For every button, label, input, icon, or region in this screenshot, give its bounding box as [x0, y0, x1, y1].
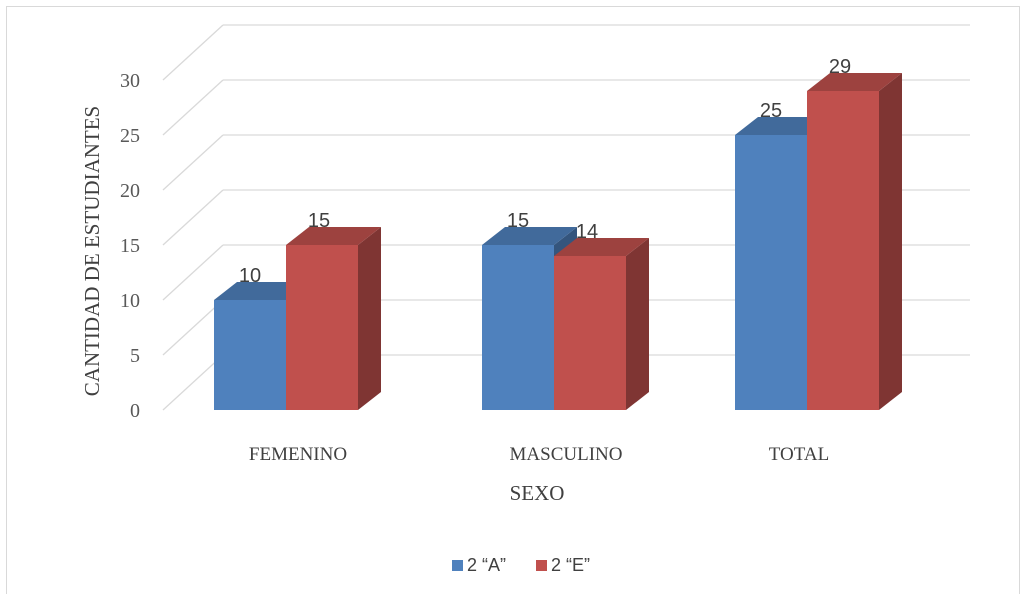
bar	[735, 135, 807, 410]
bar	[482, 245, 554, 410]
bar	[554, 256, 626, 410]
gridline-diagonal	[162, 299, 224, 356]
data-label: 10	[239, 265, 261, 287]
bar-top-face	[214, 282, 309, 300]
bar	[286, 245, 358, 410]
y-tick-label: 30	[120, 70, 140, 92]
bar	[807, 91, 879, 410]
data-label: 14	[576, 221, 598, 243]
data-label: 15	[308, 210, 330, 232]
gridline-diagonal	[162, 189, 224, 246]
y-tick-label: 15	[120, 235, 140, 257]
legend-swatch	[452, 560, 463, 571]
gridline-diagonal	[162, 134, 224, 191]
x-axis-title: SEXO	[510, 481, 565, 505]
data-label: 29	[829, 56, 851, 78]
x-tick-label: TOTAL	[769, 444, 829, 465]
bar-top-face	[807, 73, 902, 91]
bar-side-face	[879, 73, 902, 410]
data-label: 25	[760, 100, 782, 122]
bar-top-face	[482, 227, 577, 245]
legend-label: 2 “E”	[551, 555, 590, 575]
bar-top-face	[735, 117, 830, 135]
gridline-diagonal	[162, 24, 224, 81]
bar-top-face	[286, 227, 381, 245]
y-tick-label: 0	[130, 400, 140, 422]
gridline-diagonal	[162, 244, 224, 301]
y-tick-label: 5	[130, 345, 140, 367]
y-tick-label: 20	[120, 180, 140, 202]
gridline-diagonal	[162, 79, 224, 136]
bar-side-face	[358, 227, 381, 410]
data-label: 15	[507, 210, 529, 232]
bar-side-face	[626, 238, 649, 410]
x-tick-label: MASCULINO	[510, 444, 623, 465]
legend-swatch	[536, 560, 547, 571]
bar	[214, 300, 286, 410]
y-tick-label: 10	[120, 290, 140, 312]
x-tick-label: FEMENINO	[249, 444, 347, 465]
bar-top-face	[554, 238, 649, 256]
gridline-diagonal	[162, 354, 224, 411]
y-axis-title: CANTIDAD DE ESTUDIANTES	[80, 106, 104, 396]
y-tick-label: 25	[120, 125, 140, 147]
legend-label: 2 “A”	[467, 555, 506, 575]
